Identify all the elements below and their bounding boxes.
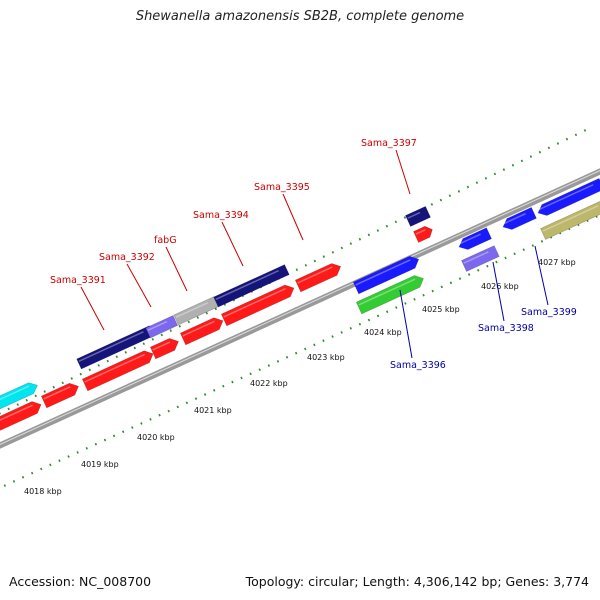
gene-label-sama-3392: Sama_3392	[99, 252, 155, 263]
label-leader-lines	[80, 149, 549, 359]
gene-feature	[40, 382, 79, 409]
gene-feature-shine	[223, 287, 286, 318]
gene-feature	[540, 200, 600, 240]
accession-label: Accession: NC_008700	[9, 574, 152, 589]
gene-feature-shine	[0, 385, 30, 401]
gene-feature-shine	[542, 205, 599, 232]
gene-feature-shine	[358, 278, 416, 306]
kbp-label: 4022 kbp	[250, 379, 288, 388]
gene-feature-shine	[297, 266, 333, 284]
gene-feature-shine	[152, 341, 171, 351]
gene-label-sama-3394: Sama_3394	[193, 210, 249, 221]
kbp-label: 4021 kbp	[194, 406, 232, 415]
scale-track-upper	[0, 127, 591, 415]
kbp-label: 4020 kbp	[137, 433, 175, 442]
gene-feature	[458, 227, 492, 250]
kbp-label: 4026 kbp	[481, 282, 519, 291]
genome-backbone	[0, 168, 600, 449]
gene-feature-shine	[463, 251, 489, 264]
gene-feature	[352, 255, 420, 295]
leader-sama-3394	[221, 221, 244, 267]
gene-label-sama-3395: Sama_3395	[254, 182, 310, 193]
leader-sama-3391	[80, 286, 105, 331]
kbp-label: 4018 kbp	[24, 487, 62, 496]
gene-feature	[145, 315, 178, 339]
gene-label-sama-3399: Sama_3399	[521, 307, 577, 318]
gene-feature-shine	[147, 320, 168, 332]
gene-feature-shine	[215, 269, 279, 301]
gene-feature	[405, 206, 431, 227]
gene-feature	[220, 284, 295, 327]
gene-feature-shine	[78, 331, 144, 363]
gene-feature	[294, 263, 342, 293]
gene-feature	[537, 178, 600, 216]
leader-sama-3396	[399, 289, 413, 359]
gene-feature-shine	[84, 353, 145, 383]
gene-label-fabg: fabG	[154, 235, 177, 246]
leader-sama-3395	[282, 193, 304, 241]
map-title: Shewanella amazonensis SB2B, complete ge…	[135, 9, 465, 24]
gene-feature-shine	[0, 404, 33, 421]
kbp-label: 4025 kbp	[422, 305, 460, 314]
kbp-label: 4023 kbp	[307, 353, 345, 362]
leader-sama-3398	[492, 261, 505, 322]
gene-feature	[179, 317, 224, 346]
leader-fabg	[165, 246, 188, 292]
gene-feature	[0, 401, 42, 431]
gene-feature-shine	[175, 302, 209, 319]
gene-feature-shine	[415, 229, 426, 235]
gene-feature-shine	[182, 320, 215, 337]
kbp-label: 4027 kbp	[538, 258, 576, 267]
leader-sama-3399	[534, 245, 549, 306]
gene-feature	[173, 296, 219, 326]
gene-feature-shine	[502, 213, 526, 225]
gene-feature	[502, 207, 537, 230]
scale-track-lower	[0, 213, 600, 489]
gene-features	[0, 178, 600, 431]
gene-feature	[0, 382, 38, 410]
gene-feature	[76, 325, 155, 370]
gene-feature-shine	[43, 386, 71, 400]
gene-feature	[149, 338, 179, 360]
genome-summary: Topology: circular; Length: 4,306,142 bp…	[245, 574, 589, 589]
gene-feature-shine	[355, 259, 411, 286]
gene-feature-shine	[537, 184, 594, 211]
gene-label-sama-3398: Sama_3398	[478, 323, 534, 334]
gene-feature	[413, 225, 433, 243]
gene-feature-shine	[458, 233, 481, 245]
leader-sama-3397	[395, 149, 411, 195]
gene-feature	[81, 350, 154, 392]
gene-label-sama-3396: Sama_3396	[390, 360, 446, 371]
kbp-label: 4019 kbp	[81, 460, 119, 469]
gene-feature	[461, 245, 500, 272]
gene-feature-shine	[407, 211, 421, 219]
gene-label-sama-3397: Sama_3397	[361, 138, 417, 149]
gene-feature	[213, 264, 290, 308]
leader-sama-3392	[126, 263, 152, 308]
gene-label-sama-3391: Sama_3391	[50, 275, 106, 286]
gene-feature	[355, 275, 424, 315]
kbp-label: 4024 kbp	[364, 328, 402, 337]
